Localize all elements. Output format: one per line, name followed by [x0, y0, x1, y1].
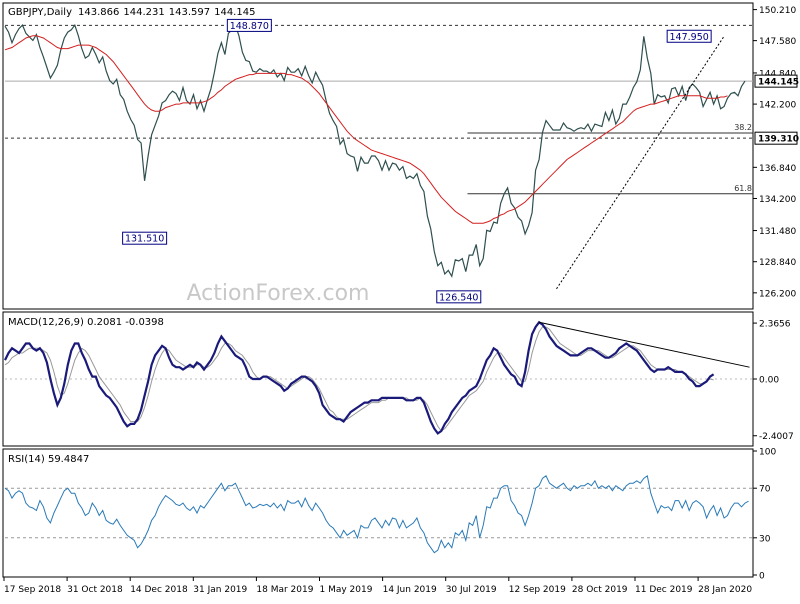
x-axis: 17 Sep 2018 31 Oct 2018 14 Dec 2018 31 Jan … — [3, 577, 752, 595]
price-y-tick-label-6: 142.200 — [759, 101, 796, 111]
price-annotations: 148.870 131.510 126.540 147.950 — [122, 18, 712, 304]
price-y-tick-label-10: 150.210 — [759, 6, 796, 16]
price-trendline — [556, 35, 725, 290]
header-sep: , — [44, 7, 47, 18]
price-y-tick-label-8: 144.840 — [759, 69, 796, 79]
price-series-group — [4, 23, 746, 278]
price-y-tick-label-1: 128.840 — [759, 258, 796, 268]
price-panel-frame — [2, 2, 754, 310]
rsi-y-tick-label-3: 0 — [759, 572, 765, 582]
macd-trendline-group — [538, 321, 750, 368]
rsi-panel-frame — [2, 448, 754, 578]
symbol-label: GBPJPY — [8, 7, 44, 18]
rsi-series-group — [4, 474, 749, 554]
x-tick-label-0: 17 Sep 2018 — [4, 585, 61, 595]
x-tick-label-7: 30 Jul 2019 — [446, 585, 497, 595]
annotation-box-2 — [436, 290, 482, 304]
x-tick-label-11: 28 Jan 2020 — [698, 585, 752, 595]
annotation-label-3: 147.950 — [670, 32, 709, 43]
rsi-y-tick-label-2: 30 — [759, 534, 771, 544]
macd-y-tick-label-0: 2.3656 — [759, 320, 791, 330]
rsi-header: RSI(14) 59.4847 — [8, 454, 89, 465]
rsi-series-line — [4, 474, 749, 554]
x-tick-label-2: 14 Dec 2018 — [130, 585, 188, 595]
open-value: 143.866 — [78, 7, 119, 18]
rsi-y-tick-label-1: 70 — [759, 485, 771, 495]
macd-y-tick-label-2: -2.4007 — [759, 432, 794, 442]
price-y-axis: 126.200 128.840 131.480 134.200 136.840 142.2… — [753, 6, 799, 299]
last-price-label: 144.145 — [758, 78, 799, 88]
price-y-tick-label-3: 134.200 — [759, 195, 796, 205]
annotation-box-3 — [666, 29, 712, 43]
annotation-label-0: 148.870 — [230, 21, 269, 32]
macd-trendline — [538, 321, 750, 368]
price-series-close — [4, 23, 746, 278]
x-tick-label-3: 31 Jan 2019 — [193, 585, 247, 595]
low-value: 143.597 — [169, 7, 210, 18]
x-tick-label-9: 28 Oct 2019 — [572, 585, 628, 595]
fib-label-3: 38.2 — [734, 123, 752, 132]
rsi-y-axis: 100 70 30 0 — [753, 448, 776, 582]
macd-header: MACD(12,26,9) 0.2081 -0.0398 — [8, 317, 164, 328]
annotation-label-2: 126.540 — [439, 292, 478, 303]
last-price-label-box — [754, 74, 798, 88]
x-tick-label-4: 18 Mar 2019 — [256, 585, 313, 595]
price-y-tick-label-2: 131.480 — [759, 227, 796, 237]
annotation-box-0 — [226, 18, 272, 32]
x-tick-label-8: 12 Sep 2019 — [509, 585, 566, 595]
level-label-box — [754, 131, 798, 145]
x-tick-label-5: 1 May 2019 — [320, 585, 373, 595]
macd-y-axis: 2.3656 0.00 -2.4007 — [753, 320, 794, 442]
macd-series-group — [4, 320, 715, 435]
rsi-y-tick-label-0: 100 — [759, 448, 776, 458]
price-y-tick-label-4: 136.840 — [759, 164, 796, 174]
level-label: 139.310 — [758, 135, 799, 145]
price-y-tick-label-9: 147.580 — [759, 37, 796, 47]
watermark: ActionForex.com — [187, 281, 370, 306]
high-value: 144.231 — [123, 7, 164, 18]
annotation-box-1 — [122, 231, 168, 245]
annotation-label-1: 131.510 — [125, 234, 164, 245]
price-reference-lines: 38.2 61.8 — [5, 24, 753, 195]
price-y-tick-label-0: 126.200 — [759, 289, 796, 299]
close-value: 144.145 — [214, 7, 255, 18]
x-tick-label-10: 11 Dec 2019 — [635, 585, 693, 595]
macd-y-tick-label-1: 0.00 — [759, 376, 779, 386]
fib-label-4: 61.8 — [734, 184, 752, 193]
macd-series-macd — [4, 320, 715, 435]
price-header-symbol: GBPJPY,Daily 143.866 144.231 143.597 144.145 — [8, 7, 255, 18]
rsi-guide-lines — [5, 487, 753, 539]
price-series-ma — [4, 35, 728, 224]
x-tick-label-6: 14 Jun 2019 — [383, 585, 437, 595]
price-trendline-group — [556, 35, 725, 290]
timeframe-label: Daily — [47, 7, 72, 18]
x-tick-label-1: 31 Oct 2018 — [67, 585, 123, 595]
